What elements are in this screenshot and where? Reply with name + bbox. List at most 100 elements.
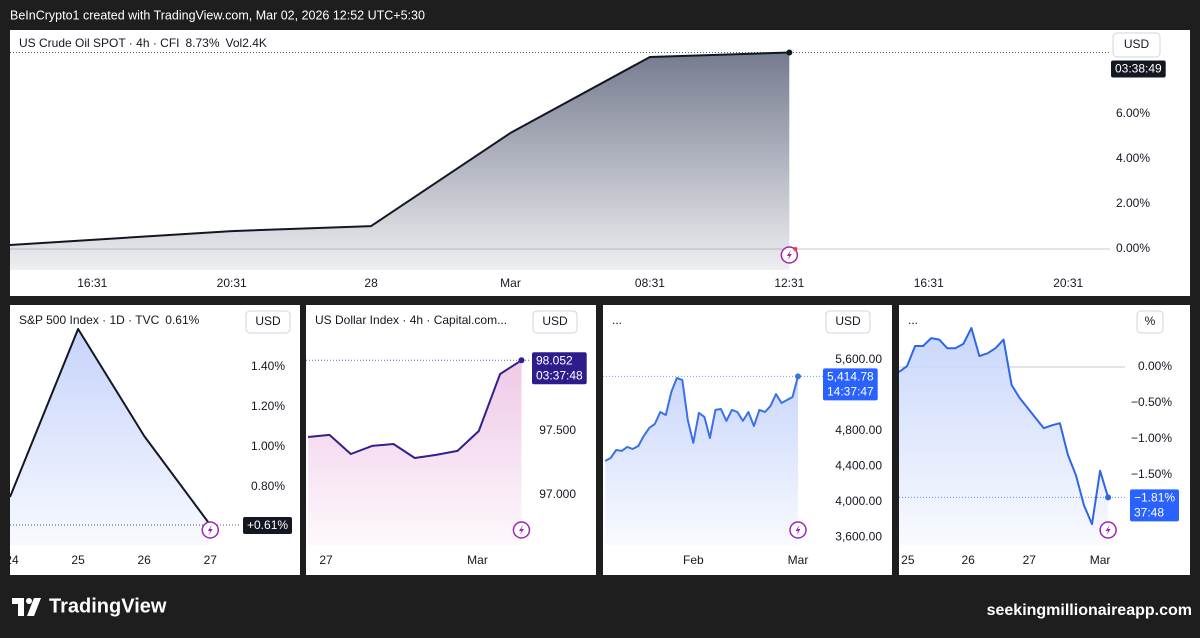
last-point <box>786 49 793 56</box>
x-tick-label: 27 <box>204 553 218 567</box>
x-tick-label: Feb <box>683 553 704 567</box>
event-icon <box>795 525 801 535</box>
price-line <box>899 327 1110 526</box>
area-fill <box>10 52 790 270</box>
currency-label: USD <box>835 314 861 328</box>
currency-label: USD <box>542 314 568 328</box>
last-value-label: 5,414.78 <box>827 370 874 384</box>
x-tick-label: 28 <box>364 276 378 290</box>
area-fill <box>10 329 211 545</box>
y-tick-label: 0.00% <box>1138 359 1172 373</box>
x-tick-label: Mar <box>500 276 521 290</box>
y-tick-label: 0.00% <box>1116 241 1150 255</box>
countdown-label: 03:37:48 <box>536 368 583 382</box>
chart-panel: 0.00% 2.00% 4.00% 6.00% 16:31 20:31 28 Mar 08:31… <box>10 30 1190 296</box>
y-tick-label: 1.00% <box>251 439 285 453</box>
price-line <box>308 359 523 459</box>
price-line <box>604 376 799 462</box>
area-fill <box>899 328 1109 545</box>
legend-title: US Crude Oil SPOT · 4h · CFI <box>19 36 179 50</box>
y-tick-label: 4,000.00 <box>835 494 882 508</box>
chart-panel: 5,600.00 4,800.00 4,400.00 4,000.00 3,600.00… <box>603 305 892 575</box>
x-tick-label: Mar <box>467 553 488 567</box>
legend-change: 0.61% <box>165 313 199 327</box>
x-tick-label: 08:31 <box>635 276 665 290</box>
y-tick-label: 4,400.00 <box>835 459 882 473</box>
y-tick-label: −0.50% <box>1131 395 1172 409</box>
price-badge <box>532 352 587 385</box>
y-tick-label: 97.000 <box>539 487 576 501</box>
last-value-label: −1.81% <box>1134 491 1175 505</box>
y-tick-label: 6.00% <box>1116 106 1150 120</box>
x-tick-label: 25 <box>901 553 915 567</box>
x-tick-label: 24 <box>5 553 19 567</box>
event-icon <box>786 250 792 260</box>
currency-box <box>1112 32 1161 58</box>
price-badge <box>823 368 878 401</box>
price-badge <box>1111 60 1166 78</box>
chart-panel: 0.00% −0.50% −1.00% −1.50% 25 26 27 Mar... % −1.8… <box>899 305 1190 575</box>
currency-label: % <box>1145 314 1156 328</box>
y-tick-label: 1.40% <box>251 359 285 373</box>
y-tick-label: 0.80% <box>251 479 285 493</box>
x-tick-label: 16:31 <box>77 276 107 290</box>
price-line <box>10 328 212 526</box>
event-icon <box>207 525 213 535</box>
price-badge <box>1130 489 1179 522</box>
chart-panel: 97.500 97.000 27 Mar US Dollar Index · 4h · … <box>306 305 596 575</box>
last-point <box>795 373 802 380</box>
currency-box <box>1136 310 1164 334</box>
y-tick-label: 2.00% <box>1116 196 1150 210</box>
countdown-label: 03:38:49 <box>1115 62 1162 76</box>
last-point <box>1105 494 1112 501</box>
y-tick-label: 4,800.00 <box>835 423 882 437</box>
price-line <box>10 51 790 246</box>
last-point <box>518 357 525 364</box>
chart-panel: 1.40% 1.20% 1.00% 0.80% 24 25 26 27 S&P 500 Inde… <box>5 305 300 575</box>
logo-shape <box>26 598 32 604</box>
x-tick-label: Mar <box>1090 553 1111 567</box>
last-value-label: 98.052 <box>536 353 573 367</box>
event-icon <box>518 525 524 535</box>
header-text: BeInCrypto1 created with TradingView.com… <box>10 8 425 22</box>
x-tick-label: Mar <box>788 553 809 567</box>
legend-title: US Dollar Index · 4h · Capital.com... <box>315 313 507 327</box>
legend-volume: Vol2.4K <box>226 36 267 50</box>
x-tick-label: 26 <box>137 553 151 567</box>
x-tick-label: 26 <box>961 553 975 567</box>
site-text: seekingmillionaireapp.com <box>987 602 1192 619</box>
x-tick-label: 20:31 <box>217 276 247 290</box>
y-tick-label: −1.50% <box>1131 467 1172 481</box>
area-fill <box>605 376 798 545</box>
legend-title: ... <box>612 313 622 327</box>
y-tick-label: 5,600.00 <box>835 352 882 366</box>
legend-title: S&P 500 Index · 1D · TVC <box>19 313 160 327</box>
currency-box <box>825 310 871 334</box>
tradingview-logo <box>12 598 41 616</box>
currency-label: USD <box>1124 37 1150 51</box>
y-tick-label: 1.20% <box>251 399 285 413</box>
logo-shape <box>27 598 41 616</box>
y-tick-label: 4.00% <box>1116 151 1150 165</box>
currency-label: USD <box>255 314 281 328</box>
y-tick-label: 97.500 <box>539 423 576 437</box>
logo-shape <box>12 598 24 616</box>
currency-box <box>245 310 291 334</box>
price-badge <box>243 517 292 534</box>
countdown-label: 14:37:47 <box>827 385 874 399</box>
legend-change: 8.73% <box>185 36 219 50</box>
countdown-label: 37:48 <box>1134 506 1164 520</box>
x-tick-label: 20:31 <box>1053 276 1083 290</box>
x-tick-label: 27 <box>319 553 333 567</box>
currency-box <box>532 310 578 334</box>
legend-title: ... <box>908 313 918 327</box>
area-fill <box>308 360 522 545</box>
x-tick-label: 12:31 <box>774 276 804 290</box>
y-tick-label: 3,600.00 <box>835 530 882 544</box>
event-icon <box>1105 525 1111 535</box>
event-icon-dot <box>793 247 798 251</box>
x-tick-label: 27 <box>1023 553 1037 567</box>
logo-text: TradingView <box>49 595 167 617</box>
